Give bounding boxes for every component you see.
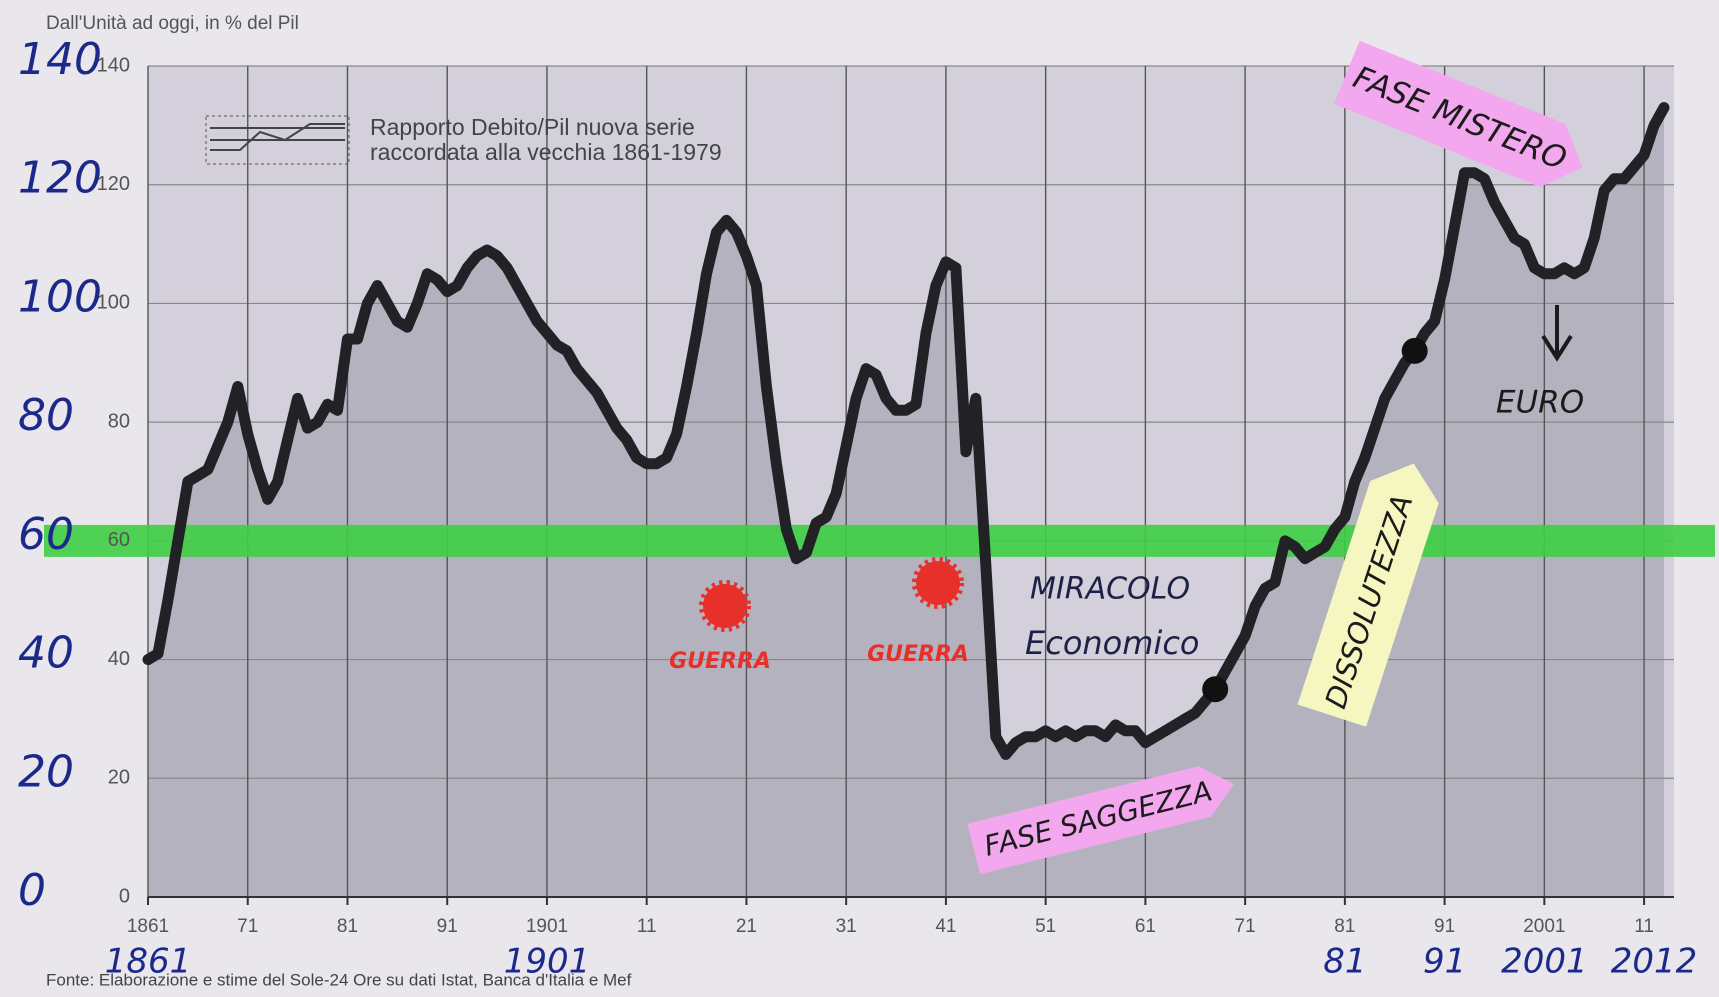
y-tick-label: 20 (108, 767, 130, 789)
annotation: GUERRA (669, 649, 771, 674)
y-handwritten-label: 40 (18, 628, 74, 679)
y-handwritten-label: 60 (18, 509, 74, 560)
x-tick-label: 1861 (127, 916, 169, 937)
annotation: EURO (1496, 385, 1584, 421)
x-tick-label: 11 (1634, 916, 1654, 937)
y-handwritten-label: 20 (18, 746, 74, 797)
x-tick-label: 81 (1334, 916, 1355, 937)
x-handwritten-label: 91 (1423, 942, 1466, 982)
y-handwritten-label: 140 (18, 34, 102, 85)
x-tick-label: 61 (1135, 916, 1156, 937)
chart-title: Dall'Unità ad oggi, in % del Pil (46, 13, 299, 34)
annotation: Economico (1025, 624, 1199, 662)
x-tick-label: 91 (1434, 916, 1455, 937)
x-tick-label: 21 (736, 916, 757, 937)
burst (703, 584, 747, 628)
y-tick-label: 0 (119, 885, 130, 907)
x-tick-label: 91 (437, 916, 458, 937)
x-tick-label: 71 (237, 916, 258, 937)
x-tick-label: 51 (1035, 916, 1056, 937)
burst (916, 561, 960, 605)
x-tick-label: 11 (637, 916, 657, 937)
x-handwritten-label: 2001 (1501, 942, 1588, 982)
y-handwritten-label: 100 (18, 271, 102, 322)
x-tick-label: 1901 (526, 916, 568, 937)
highlight-point (1402, 338, 1428, 364)
legend-text: Rapporto Debito/Pil nuova serie (370, 114, 695, 140)
highlight-point (1202, 676, 1228, 702)
plot-layer: 0020204040606080801001001201201401401861… (18, 34, 1715, 982)
y-handwritten-label: 120 (18, 153, 102, 204)
legend-text: raccordata alla vecchia 1861-1979 (370, 139, 722, 165)
x-tick-label: 81 (337, 916, 358, 937)
y-handwritten-label: 80 (18, 390, 74, 441)
annotation: GUERRA (867, 642, 969, 667)
y-tick-label: 80 (108, 410, 130, 432)
x-tick-label: 2001 (1523, 916, 1565, 937)
chart: 0020204040606080801001001201201401401861… (0, 0, 1719, 997)
x-tick-label: 71 (1235, 916, 1256, 937)
x-handwritten-label: 2012 (1611, 942, 1698, 982)
x-tick-label: 41 (935, 916, 956, 937)
y-handwritten-label: 0 (18, 865, 46, 916)
source: Fonte: Elaborazione e stime del Sole-24 … (46, 970, 632, 989)
x-handwritten-label: 81 (1323, 942, 1366, 982)
x-tick-label: 31 (836, 916, 857, 937)
y-tick-label: 40 (108, 648, 130, 670)
annotation: MIRACOLO (1030, 572, 1190, 607)
y-tick-label: 60 (108, 529, 130, 551)
